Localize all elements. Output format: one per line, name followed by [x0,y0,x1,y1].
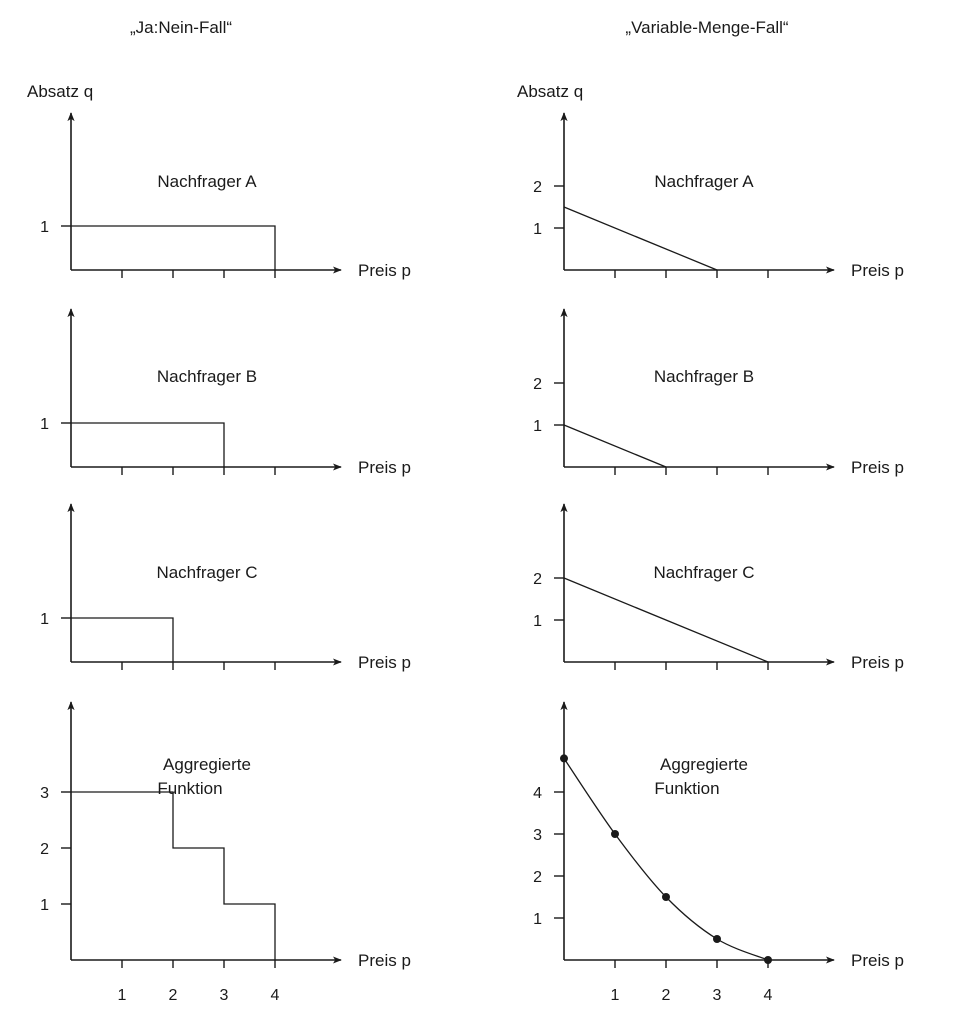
chart-right-4-y-tick-label-4: 4 [533,785,542,802]
charts-layer: Preis p 1 Nachfrager A Preis p 1 Nachfrager B… [40,112,904,1004]
chart-right-3-x-axis-label: Preis p [851,653,904,672]
chart-right-4-title: Aggregierte Funktion [654,755,748,798]
chart-right-1-title: Nachfrager A [654,172,754,191]
chart-left-3-y-tick-label-1: 1 [40,611,49,628]
chart-left-1-series-line [71,225,276,270]
chart-right-4-data-point-1 [560,754,568,763]
chart-right-4-data-point-4 [713,935,721,943]
chart-right-3-y-tick-label-1: 1 [533,613,542,630]
left-column-title: „Ja:Nein-Fall“ [130,18,232,37]
chart-right-1-y-tick-label-1: 1 [533,221,542,238]
chart-right-3-y-tick-label-2: 2 [533,571,542,588]
chart-left-4-series-line [71,791,276,960]
chart-right-3-title: Nachfrager C [653,563,754,582]
chart-left-2-series-line [71,422,225,467]
chart-left-4-x-tick-label-3: 3 [220,987,229,1004]
chart-left-4-y-tick-label-3: 3 [40,785,49,802]
chart-right-4-y-tick-label-3: 3 [533,827,542,844]
chart-right-1-series-line [563,206,718,271]
chart-left-4-title: Aggregierte Funktion [157,755,251,798]
chart-right-2-y-tick-label-2: 2 [533,376,542,393]
chart-left-1-y-tick-label-1: 1 [40,219,49,236]
chart-right-4-x-tick-label-4: 4 [764,987,773,1004]
chart-right-4-data-point-2 [611,830,619,838]
chart-right-2-series-line [563,424,667,468]
left-y-axis-label: Absatz q [27,82,93,101]
chart-right-4-x-tick-label-1: 1 [611,987,620,1004]
chart-right-4-x-tick-label-2: 2 [662,987,671,1004]
chart-left-2-y-tick-label-1: 1 [40,416,49,433]
right-y-axis-label: Absatz q [517,82,583,101]
chart-right-2-title: Nachfrager B [654,367,754,386]
right-column-title: „Variable-Menge-Fall“ [625,18,788,37]
chart-left-1-title: Nachfrager A [157,172,257,191]
chart-left-4-x-tick-label-1: 1 [118,987,127,1004]
chart-right-4-x-tick-label-3: 3 [713,987,722,1004]
chart-right-2-x-axis-label: Preis p [851,458,904,477]
chart-left-4-y-tick-label-2: 2 [40,841,49,858]
chart-right-4-x-axis-label: Preis p [851,951,904,970]
chart-right-1-x-axis-label: Preis p [851,261,904,280]
chart-right-4-y-tick-label-2: 2 [533,869,542,886]
chart-left-1-x-axis-label: Preis p [358,261,411,280]
chart-left-3-series-line [71,617,174,662]
chart-left-2-x-axis-label: Preis p [358,458,411,477]
chart-right-1-y-tick-label-2: 2 [533,179,542,196]
chart-right-4-data-point-3 [662,893,670,901]
chart-left-4-x-tick-label-2: 2 [169,987,178,1004]
chart-left-2-title: Nachfrager B [157,367,257,386]
chart-right-4-y-tick-label-1: 1 [533,911,542,928]
chart-left-3-x-axis-label: Preis p [358,653,411,672]
chart-left-4-y-tick-label-1: 1 [40,897,49,914]
chart-right-2-y-tick-label-1: 1 [533,418,542,435]
chart-left-3-title: Nachfrager C [156,563,257,582]
chart-left-4-x-tick-label-4: 4 [271,987,280,1004]
chart-left-4-x-axis-label: Preis p [358,951,411,970]
chart-right-3-series-line [563,577,769,663]
chart-right-4-data-point-5 [764,956,772,964]
